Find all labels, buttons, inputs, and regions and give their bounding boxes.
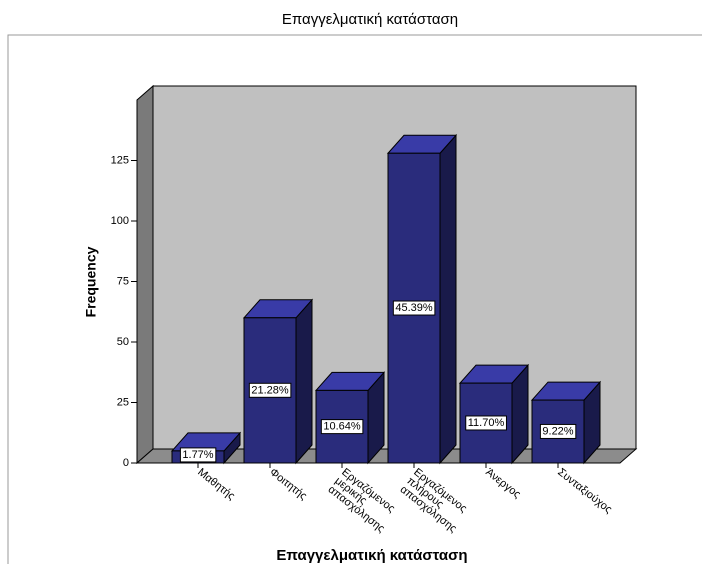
bar	[530, 380, 602, 465]
x-axis-label: Επαγγελματική κατάσταση	[276, 547, 467, 564]
value-label: 10.64%	[323, 421, 361, 433]
y-tick-label: 25	[117, 396, 129, 408]
y-tick-label: 50	[117, 336, 129, 348]
chart-title: Επαγγελματική κατάσταση	[282, 11, 458, 28]
bar	[314, 371, 386, 465]
bar	[458, 363, 530, 465]
value-label: 21.28%	[251, 384, 289, 396]
value-label-box	[539, 423, 577, 439]
y-tick-label: 0	[123, 457, 129, 469]
value-label: 9.22%	[542, 425, 573, 437]
bar	[242, 298, 314, 465]
bar	[386, 133, 458, 465]
value-label-box	[179, 447, 217, 463]
y-tick-label: 125	[111, 154, 129, 166]
side-wall	[136, 84, 154, 465]
value-label: 1.77%	[182, 449, 213, 461]
value-label: 11.70%	[468, 417, 505, 429]
value-label-box	[392, 300, 436, 316]
value-label: 45.39%	[395, 302, 433, 314]
value-label-box	[248, 382, 292, 398]
bar-side	[439, 133, 457, 465]
bar-side	[295, 298, 313, 465]
y-axis-label: Frequency	[83, 246, 99, 317]
y-tick-label: 75	[117, 275, 129, 287]
value-label-box	[465, 415, 507, 431]
y-tick-label: 100	[111, 215, 129, 227]
value-label-box	[320, 419, 364, 435]
